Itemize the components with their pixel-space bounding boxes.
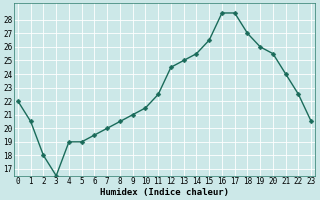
X-axis label: Humidex (Indice chaleur): Humidex (Indice chaleur) [100, 188, 229, 197]
